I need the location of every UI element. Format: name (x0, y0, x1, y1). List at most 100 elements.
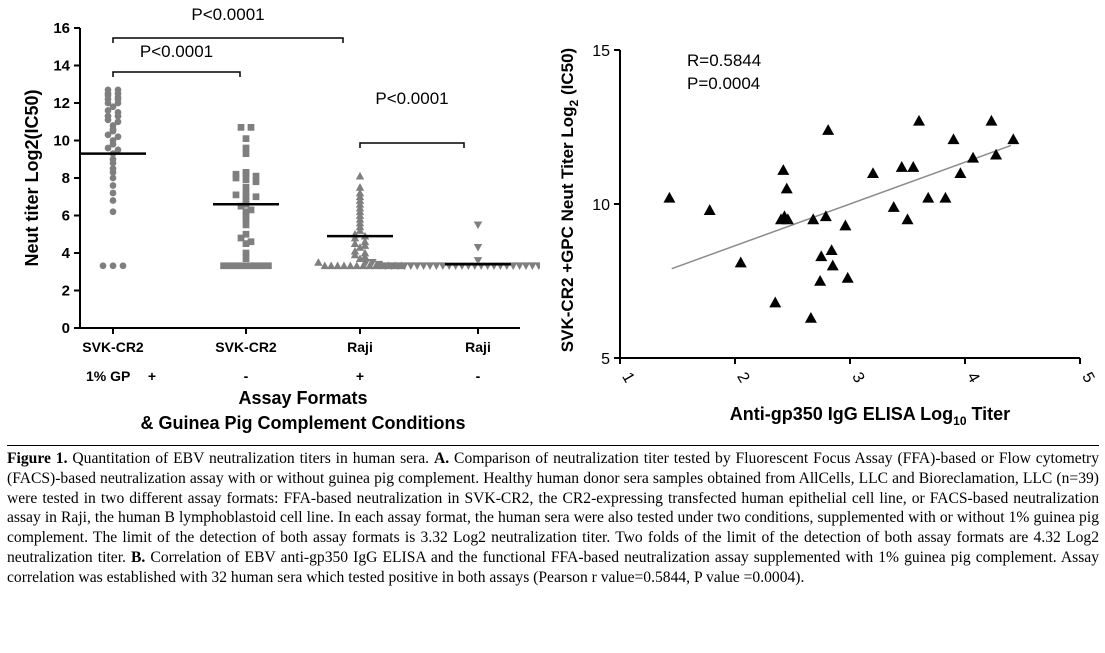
x-tick-label-b: 3 (848, 370, 867, 386)
y-tick-label-a: 14 (53, 58, 70, 75)
x-axis-b: 1 2 3 4 5 (618, 357, 1098, 386)
y-axis-title-b-sub: 2 (567, 99, 581, 106)
data-point-b (777, 164, 790, 175)
data-point-a (232, 170, 240, 178)
data-point-a (320, 261, 329, 270)
data-point-a (365, 261, 374, 270)
data-point-a (242, 189, 250, 197)
data-point-a (239, 262, 247, 270)
figure-caption: Figure 1. Quantitation of EBV neutraliza… (7, 445, 1099, 588)
y-tick-label-b: 5 (601, 351, 610, 368)
x-axis-title-b-part2: Titer (967, 404, 1011, 424)
data-point-a (432, 262, 441, 270)
regression-segment (671, 144, 1012, 270)
y-tick-label-a: 0 (62, 320, 70, 337)
data-point-a (109, 174, 117, 182)
data-point-a (114, 133, 122, 141)
data-point-a (528, 262, 537, 270)
y-tick-label-a: 4 (62, 245, 71, 262)
gp-condition-4: - (476, 368, 481, 384)
data-point-a (109, 103, 117, 111)
data-point-a (104, 107, 112, 114)
y-tick-label-b: 15 (592, 43, 610, 60)
y-tick-label-a: 6 (62, 208, 70, 225)
data-point-a (473, 257, 483, 265)
data-point-a (237, 234, 245, 242)
gp-condition-3: + (356, 368, 364, 384)
y-axis-b: 5 10 15 (592, 43, 621, 368)
data-point-a (114, 118, 122, 126)
data-point-b (826, 259, 839, 271)
y-axis-title-a: Neut titer Log2(IC50) (22, 89, 42, 266)
data-point-a (252, 178, 260, 186)
data-point-b (1007, 133, 1020, 145)
data-point-a (242, 193, 250, 201)
data-point-a (119, 262, 127, 270)
significance-label: P<0.0001 (375, 89, 448, 108)
data-point-a (242, 230, 250, 238)
data-point-a (473, 244, 483, 252)
data-point-a (352, 261, 361, 270)
category-label-2: SVK-CR2 (215, 339, 277, 355)
category-label-1: SVK-CR2 (82, 339, 144, 355)
data-point-a (252, 262, 259, 270)
data-point-b (887, 201, 900, 212)
data-point-a (521, 262, 531, 270)
data-point-b (913, 114, 925, 126)
x-tick-label-b: 2 (733, 370, 752, 386)
data-point-a (374, 260, 383, 269)
data-point-b (841, 271, 854, 283)
data-point-b (769, 296, 782, 308)
data-point-a (425, 262, 435, 270)
data-point-a (406, 262, 415, 270)
y-tick-label-a: 2 (62, 283, 70, 300)
x-axis-title-line1: Assay Formats (238, 388, 367, 408)
y-tick-label-b: 10 (592, 197, 610, 214)
data-point-b (839, 219, 852, 231)
data-point-a (359, 261, 368, 270)
data-point-a (242, 240, 250, 247)
data-point-a (413, 262, 422, 270)
data-point-a (381, 262, 390, 270)
data-point-b (780, 182, 793, 194)
data-points-a (99, 86, 540, 270)
data-point-a (242, 144, 250, 152)
data-point-a (534, 262, 540, 270)
data-point-a (242, 221, 250, 229)
data-point-b (663, 191, 676, 203)
data-point-a (109, 159, 117, 167)
data-point-a (242, 197, 250, 204)
category-label-3: Raji (347, 339, 373, 355)
data-point-a (355, 226, 365, 234)
data-point-a (252, 172, 260, 180)
x-axis-title-b-sub: 10 (953, 414, 967, 428)
data-point-a (109, 127, 117, 135)
significance-brackets-a: P<0.0001 P<0.0001 P<0.0001 (112, 5, 465, 148)
y-axis-title-b-part2: (IC50) (558, 48, 577, 100)
x-tick-label-b: 1 (618, 370, 637, 386)
data-point-b (703, 204, 716, 215)
data-point-b (947, 133, 960, 145)
data-point-a (252, 193, 260, 201)
caption-label-b: B. (131, 548, 146, 566)
data-point-a (220, 262, 227, 270)
data-point-a (473, 221, 483, 230)
data-point-a (242, 170, 250, 178)
y-axis-a: 0 2 4 6 8 10 12 14 16 (53, 20, 81, 337)
data-point-a (350, 250, 360, 259)
annotation-r: R=0.5844 (687, 51, 761, 70)
data-point-a (333, 261, 342, 270)
data-point-a (339, 261, 349, 270)
caption-label-a: A. (433, 450, 450, 467)
data-point-a (242, 215, 250, 223)
data-point-a (393, 262, 403, 270)
data-point-a (346, 261, 355, 270)
y-tick-label-a: 10 (53, 133, 70, 150)
data-point-b (825, 244, 838, 255)
data-point-a (237, 124, 245, 131)
data-point-a (242, 255, 250, 262)
data-point-b (954, 167, 967, 178)
data-point-a (247, 206, 255, 214)
significance-bracket (359, 142, 465, 148)
data-point-b (895, 161, 908, 172)
